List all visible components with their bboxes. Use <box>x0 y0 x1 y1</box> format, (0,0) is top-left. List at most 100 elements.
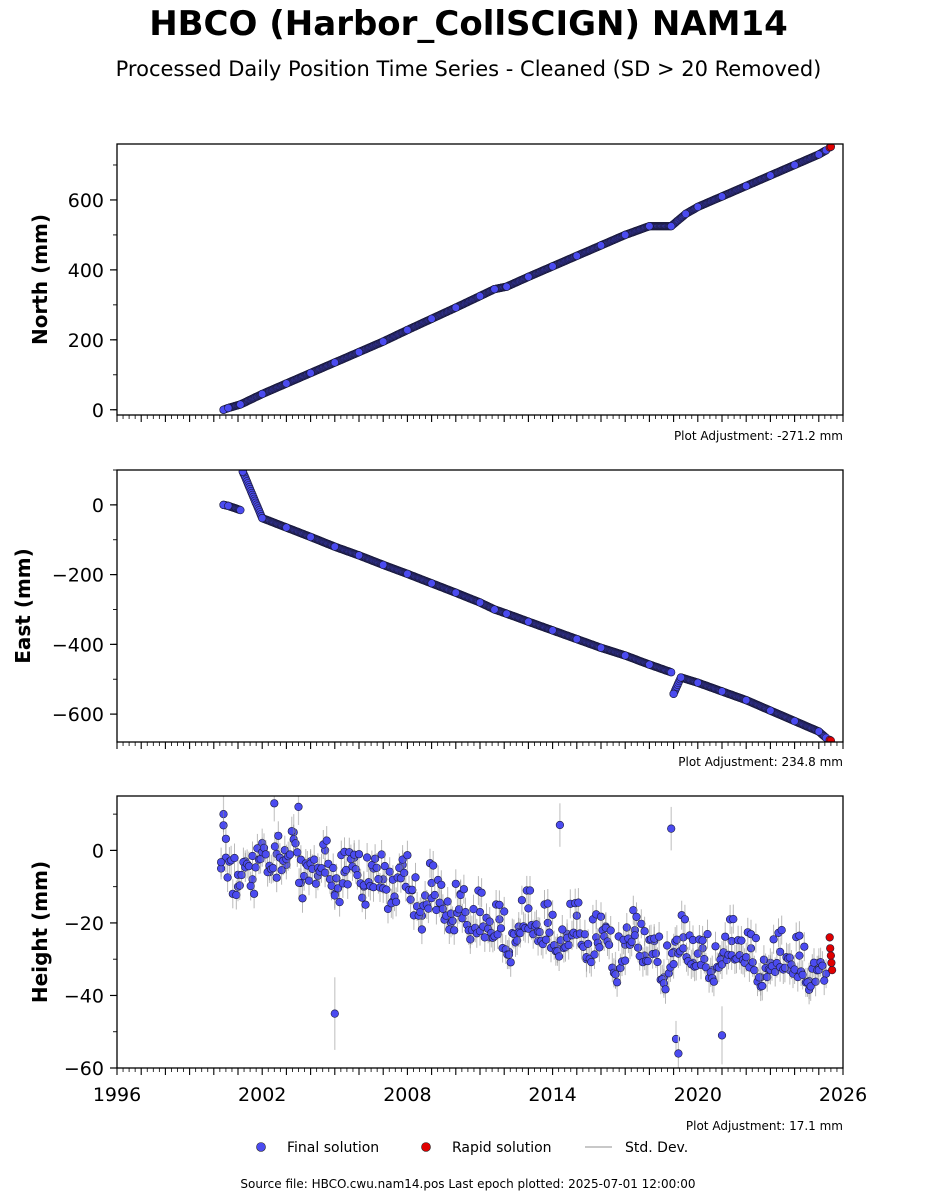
east-final-point <box>403 569 412 579</box>
height-final-point <box>377 850 386 859</box>
north-ytick-label: 200 <box>68 330 104 352</box>
east-ytick-label: −200 <box>52 565 104 587</box>
height-ytick-label: 0 <box>92 840 104 862</box>
height-final-point <box>354 850 364 859</box>
height-final-point <box>221 834 230 843</box>
north-final-point <box>475 292 485 301</box>
height-final-point <box>330 1009 339 1018</box>
height-ytick-label: −60 <box>64 1058 104 1080</box>
source-footer: Source file: HBCO.cwu.nam14.pos Last epo… <box>240 1177 695 1191</box>
legend-rapid-marker <box>421 1142 431 1152</box>
height-panel: 0 −20 −40 −60 1996 2002 2008 2014 2020 2026 Height… <box>28 795 867 1133</box>
height-final-point <box>543 899 552 908</box>
north-ytick-label: 600 <box>68 190 104 212</box>
east-ytick-label: −400 <box>52 634 104 656</box>
height-final-point <box>806 982 815 991</box>
east-final-point <box>814 727 823 736</box>
height-final-point <box>759 955 769 964</box>
height-final-point <box>335 897 344 907</box>
north-final-point <box>224 403 233 413</box>
height-final-point <box>329 863 338 873</box>
east-final-point <box>258 513 267 523</box>
height-final-point <box>495 900 504 910</box>
height-rapid-point <box>825 933 834 942</box>
north-final-point <box>258 389 267 399</box>
height-final-point <box>311 879 321 888</box>
height-final-point <box>270 799 279 808</box>
height-final-point <box>358 893 367 902</box>
east-final-point <box>717 687 727 696</box>
height-final-point <box>742 953 751 962</box>
north-final-point <box>742 181 751 191</box>
north-rapid-point <box>826 144 835 151</box>
height-final-point <box>380 861 389 871</box>
north-final-point <box>502 282 511 291</box>
east-rapid-point <box>826 736 835 742</box>
height-ylabel: Height (mm) <box>28 861 52 1003</box>
height-final-point <box>737 936 746 945</box>
east-final-point <box>742 696 751 705</box>
height-final-point <box>322 836 331 845</box>
height-final-point <box>595 943 604 952</box>
height-final-point <box>437 880 446 889</box>
height-final-point <box>517 896 527 905</box>
height-final-point <box>587 957 596 967</box>
east-final-point <box>502 609 511 618</box>
height-final-point <box>448 916 457 926</box>
height-final-point <box>750 966 759 975</box>
east-panel: 0 −200 −400 −600 East (mm) Plot Adjustment: 2… <box>11 469 844 769</box>
north-ylabel: North (mm) <box>28 214 52 345</box>
height-final-point <box>532 920 541 929</box>
height-final-point <box>353 870 362 880</box>
height-xtick-label: 2008 <box>383 1084 431 1106</box>
height-final-point <box>729 914 738 924</box>
north-ytick-label: 0 <box>92 400 104 422</box>
north-frame <box>116 143 844 416</box>
height-final-point <box>548 910 557 919</box>
height-final-point <box>217 858 226 867</box>
east-final-point <box>379 560 388 570</box>
height-final-point <box>298 894 307 903</box>
height-final-point <box>461 907 470 917</box>
north-final-point <box>451 303 460 312</box>
north-final-point <box>717 192 727 201</box>
height-final-point <box>408 885 417 894</box>
height-final-point <box>363 853 372 862</box>
east-final-point <box>330 542 339 551</box>
height-final-point <box>751 933 761 943</box>
east-final-point <box>548 626 557 635</box>
north-final-point <box>548 262 557 271</box>
east-final-point <box>354 551 364 560</box>
height-final-point <box>374 874 383 884</box>
height-final-point <box>251 863 260 872</box>
height-final-point <box>274 831 283 840</box>
north-plot-adjustment: Plot Adjustment: -271.2 mm <box>674 429 843 443</box>
height-final-point <box>277 866 286 875</box>
east-final-point <box>572 634 581 644</box>
east-final-point <box>676 673 686 682</box>
height-final-point <box>612 978 622 987</box>
north-final-point <box>693 202 702 211</box>
height-xtick-label: 1996 <box>93 1084 141 1106</box>
height-final-point <box>717 1031 727 1040</box>
height-final-point <box>711 942 720 951</box>
height-final-point <box>392 897 401 907</box>
height-final-point <box>653 957 662 967</box>
height-final-point <box>795 931 804 940</box>
height-final-point <box>574 898 583 907</box>
height-final-point <box>485 917 494 926</box>
height-final-point <box>272 873 281 882</box>
north-final-point <box>330 358 339 367</box>
height-final-point <box>294 802 303 812</box>
height-final-point <box>524 904 533 913</box>
height-final-point <box>596 912 606 921</box>
chart-subtitle: Processed Daily Position Time Series - C… <box>115 57 822 81</box>
height-rapid-point <box>826 951 836 960</box>
height-final-point <box>406 895 415 904</box>
north-final-point <box>572 251 581 260</box>
height-final-point <box>459 885 469 894</box>
east-plot-adjustment: Plot Adjustment: 234.8 mm <box>678 755 843 769</box>
legend-final-marker <box>256 1142 266 1152</box>
height-final-point <box>232 890 241 900</box>
north-final-point <box>667 222 676 231</box>
